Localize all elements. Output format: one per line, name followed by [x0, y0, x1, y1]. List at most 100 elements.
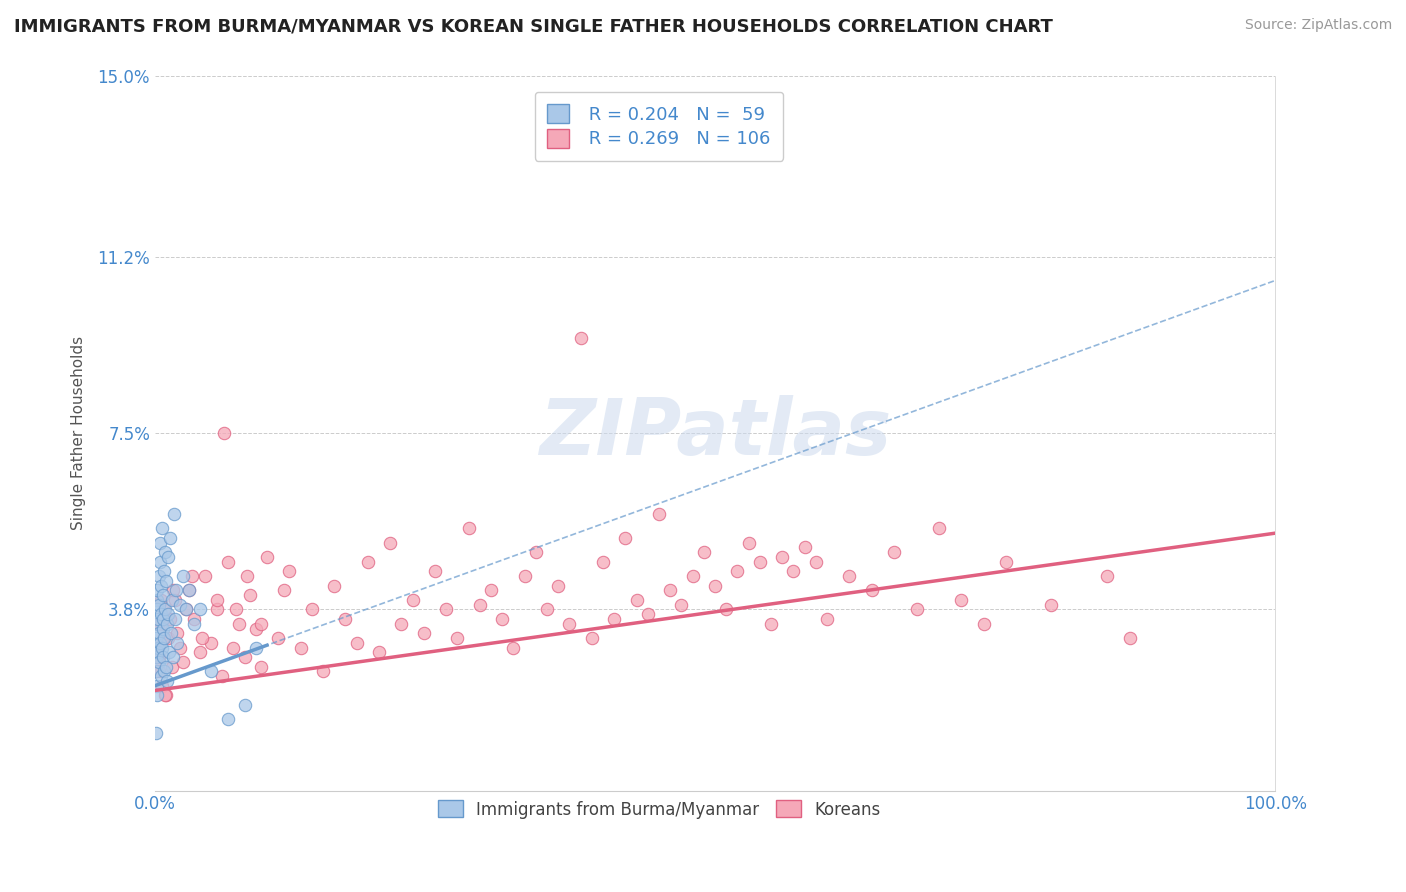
Point — [233, 650, 256, 665]
Point — [146, 645, 169, 659]
Point — [149, 535, 172, 549]
Point — [838, 569, 860, 583]
Point — [149, 616, 172, 631]
Point — [194, 569, 217, 583]
Text: IMMIGRANTS FROM BURMA/MYANMAR VS KOREAN SINGLE FATHER HOUSEHOLDS CORRELATION CHA: IMMIGRANTS FROM BURMA/MYANMAR VS KOREAN … — [14, 18, 1053, 36]
Point — [165, 583, 187, 598]
Point — [148, 598, 170, 612]
Point — [165, 612, 187, 626]
Point — [162, 650, 184, 665]
Point — [256, 549, 278, 564]
Point — [513, 569, 536, 583]
Point — [145, 665, 167, 679]
Point — [145, 665, 167, 679]
Point — [181, 569, 204, 583]
Point — [446, 631, 468, 645]
Point — [727, 564, 749, 578]
Point — [278, 564, 301, 578]
Point — [603, 612, 626, 626]
Point — [423, 564, 446, 578]
Point — [211, 669, 233, 683]
Point — [152, 622, 174, 636]
Point — [290, 640, 312, 655]
Point — [183, 616, 205, 631]
Point — [159, 612, 181, 626]
Point — [581, 631, 603, 645]
Point — [152, 588, 174, 602]
Point — [160, 659, 183, 673]
Point — [145, 726, 167, 740]
Point — [152, 631, 174, 645]
Point — [146, 640, 169, 655]
Point — [150, 579, 173, 593]
Point — [228, 616, 250, 631]
Point — [245, 622, 267, 636]
Point — [156, 616, 179, 631]
Point — [145, 593, 167, 607]
Point — [155, 574, 177, 588]
Point — [188, 645, 211, 659]
Point — [205, 602, 228, 616]
Point — [153, 602, 176, 616]
Point — [491, 612, 513, 626]
Point — [155, 659, 177, 673]
Point — [273, 583, 295, 598]
Point — [148, 655, 170, 669]
Point — [155, 602, 177, 616]
Point — [928, 521, 950, 535]
Point — [145, 688, 167, 702]
Point — [148, 569, 170, 583]
Point — [150, 521, 173, 535]
Point — [148, 626, 170, 640]
Point — [153, 545, 176, 559]
Point — [225, 602, 247, 616]
Point — [150, 593, 173, 607]
Point — [626, 593, 648, 607]
Point — [149, 555, 172, 569]
Point — [592, 555, 614, 569]
Point — [793, 541, 815, 555]
Point — [737, 535, 759, 549]
Point — [200, 636, 222, 650]
Point — [950, 593, 973, 607]
Point — [693, 545, 716, 559]
Point — [159, 531, 181, 545]
Point — [160, 593, 183, 607]
Point — [166, 626, 188, 640]
Point — [150, 679, 173, 693]
Point — [148, 665, 170, 679]
Point — [176, 602, 198, 616]
Point — [169, 598, 191, 612]
Point — [536, 602, 558, 616]
Point — [905, 602, 928, 616]
Point — [145, 616, 167, 631]
Point — [222, 640, 245, 655]
Point — [152, 612, 174, 626]
Point — [157, 631, 180, 645]
Point — [146, 602, 169, 616]
Point — [1040, 598, 1063, 612]
Point — [782, 564, 804, 578]
Point — [236, 569, 259, 583]
Text: ZIPatlas: ZIPatlas — [538, 395, 891, 471]
Point — [770, 549, 793, 564]
Point — [704, 579, 727, 593]
Point — [146, 640, 169, 655]
Point — [716, 602, 738, 616]
Point — [637, 607, 659, 622]
Point — [163, 507, 186, 521]
Point — [804, 555, 827, 569]
Point — [815, 612, 838, 626]
Point — [153, 688, 176, 702]
Point — [145, 650, 167, 665]
Point — [153, 564, 176, 578]
Point — [156, 549, 179, 564]
Point — [176, 602, 198, 616]
Point — [149, 636, 172, 650]
Point — [217, 712, 239, 726]
Point — [312, 665, 335, 679]
Point — [335, 612, 357, 626]
Point — [860, 583, 883, 598]
Point — [648, 507, 671, 521]
Point — [973, 616, 995, 631]
